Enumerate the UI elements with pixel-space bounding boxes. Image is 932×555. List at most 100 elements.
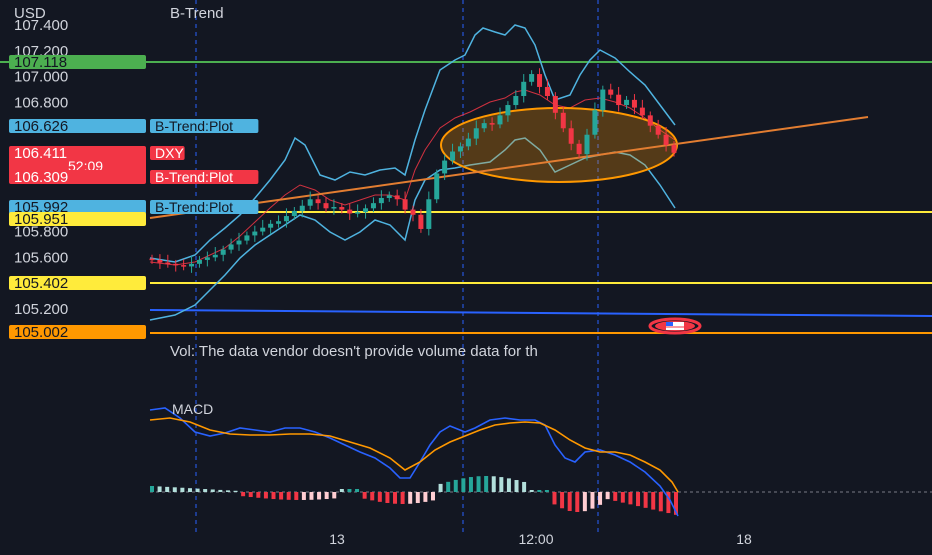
candle-body	[260, 227, 266, 232]
macd-histogram-bar	[453, 479, 458, 492]
price-badge	[9, 55, 146, 69]
candle-body	[315, 199, 321, 204]
candle-body	[544, 86, 550, 96]
candle-body	[671, 145, 677, 153]
macd-histogram-bar	[279, 492, 284, 500]
price-badge	[9, 212, 146, 226]
candle-body	[584, 134, 590, 155]
candle-body	[529, 74, 535, 82]
candle-body	[537, 74, 543, 87]
macd-histogram-bar	[263, 492, 268, 499]
macd-histogram-bar	[347, 489, 352, 492]
candle-body	[331, 207, 337, 209]
price-badge	[9, 200, 146, 214]
macd-histogram-bar	[537, 490, 542, 492]
candle-body	[363, 208, 369, 213]
candle-body	[299, 205, 305, 211]
candle-body	[307, 199, 313, 206]
price-badge	[9, 170, 146, 184]
macd-histogram-bar	[172, 487, 177, 492]
candle-body	[576, 143, 582, 155]
series-tag	[150, 146, 185, 160]
macd-histogram-bar	[294, 492, 299, 500]
currency-label: USD	[14, 5, 46, 22]
candle-body	[631, 99, 637, 108]
macd-histogram-bar	[150, 486, 154, 492]
candle-body	[418, 214, 424, 229]
candle-body	[450, 151, 456, 161]
macd-histogram	[150, 476, 678, 515]
candle-body	[655, 125, 661, 135]
macd-histogram-bar	[332, 492, 337, 499]
macd-histogram-bar	[613, 492, 618, 501]
price-badge	[9, 146, 146, 174]
candle-body	[212, 254, 218, 258]
candle-body	[402, 199, 408, 210]
candle-body	[355, 212, 361, 214]
candle-body	[252, 231, 258, 236]
macd-histogram-bar	[286, 492, 291, 500]
price-axis: 107.400107.200107.000106.800105.800105.6…	[14, 17, 68, 318]
candle-body	[465, 138, 471, 147]
macd-histogram-bar	[317, 492, 322, 500]
price-badge	[9, 325, 146, 339]
macd-title: MACD	[172, 401, 213, 417]
macd-histogram-bar	[256, 492, 261, 498]
macd-histogram-bar	[461, 478, 466, 492]
macd-histogram-bar	[658, 492, 663, 512]
candle-body	[370, 203, 376, 209]
series-tag-label: B-Trend:Plot	[155, 118, 233, 134]
candle-body	[228, 244, 234, 250]
macd-histogram-bar	[575, 492, 580, 512]
candle-body	[276, 221, 282, 224]
candle-body	[497, 115, 503, 125]
price-tick-label: 105.600	[14, 249, 68, 266]
macd-histogram-bar	[499, 477, 504, 492]
macd-histogram-bar	[468, 477, 473, 492]
us-flag-icon[interactable]	[648, 317, 702, 335]
macd-histogram-bar	[195, 488, 200, 492]
macd-histogram-bar	[218, 489, 223, 492]
candle-body	[639, 107, 645, 116]
candlesticks	[149, 68, 677, 273]
candle-body	[323, 203, 329, 209]
macd-histogram-bar	[446, 481, 451, 492]
macd-histogram-bar	[636, 492, 641, 507]
macd-histogram-bar	[628, 492, 633, 505]
candle-body	[608, 89, 614, 95]
candle-body	[291, 210, 297, 217]
candle-body	[442, 160, 448, 174]
macd-histogram-bar	[522, 481, 527, 492]
macd-histogram-bar	[180, 487, 185, 492]
macd-histogram-bar	[423, 492, 428, 502]
macd-histogram-bar	[438, 483, 443, 492]
macd-histogram-bar	[567, 492, 572, 511]
candle-body	[568, 128, 574, 144]
macd-histogram-bar	[355, 489, 360, 492]
candle-body	[204, 257, 210, 260]
series-tag	[150, 170, 259, 184]
candle-body	[394, 195, 400, 200]
candle-body	[513, 96, 519, 106]
candle-body	[157, 259, 163, 263]
macd-histogram-bar	[233, 490, 238, 492]
macd-histogram-bar	[529, 490, 534, 492]
macd-histogram-bar	[643, 492, 648, 508]
candle-body	[236, 240, 242, 245]
macd-histogram-bar	[651, 492, 656, 510]
price-badge	[9, 276, 146, 290]
macd-histogram-bar	[157, 486, 162, 492]
price-tick-label: 105.800	[14, 224, 68, 241]
trend-line[interactable]	[149, 116, 869, 219]
time-label: 13	[329, 531, 345, 547]
candle-body	[268, 223, 274, 228]
macd-histogram-bar	[552, 492, 557, 505]
price-badge	[9, 119, 146, 133]
candle-body	[616, 94, 622, 106]
macd-histogram-bar	[165, 486, 170, 492]
macd-line	[149, 407, 679, 517]
volume-note: Vol: The data vendor doesn't provide vol…	[170, 343, 538, 360]
